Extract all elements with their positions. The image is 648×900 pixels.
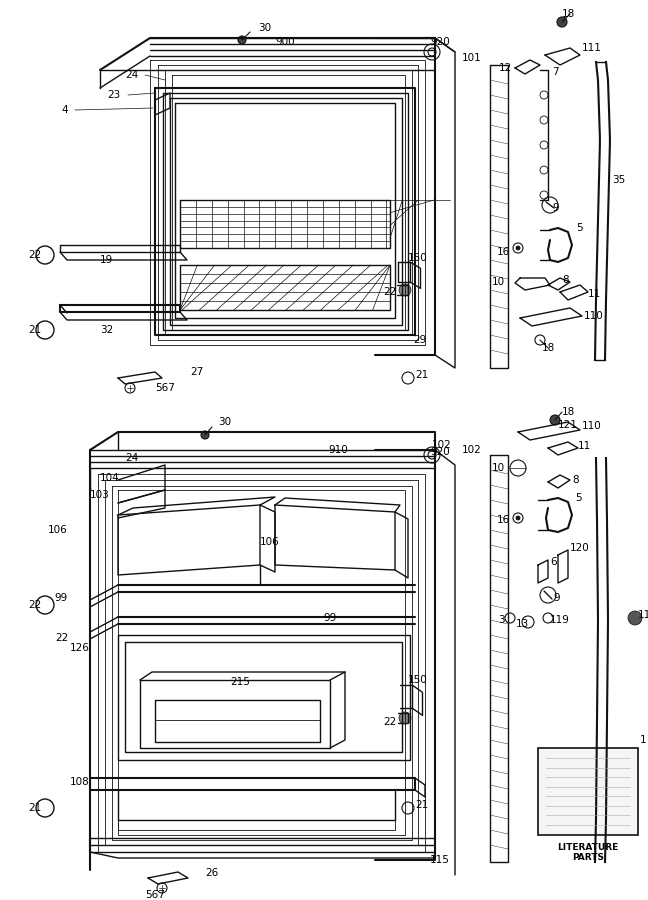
- Text: 108: 108: [70, 777, 90, 787]
- Circle shape: [201, 431, 209, 439]
- Text: 103: 103: [90, 490, 110, 500]
- Text: 99: 99: [54, 593, 68, 603]
- Text: 12: 12: [499, 63, 512, 73]
- Text: 110: 110: [582, 421, 602, 431]
- Text: 567: 567: [155, 383, 175, 393]
- Text: 5: 5: [575, 493, 582, 503]
- Text: 104: 104: [100, 473, 120, 483]
- Text: 115: 115: [430, 855, 450, 865]
- Text: 18: 18: [542, 343, 555, 353]
- Text: 3: 3: [498, 615, 505, 625]
- Text: 910: 910: [328, 445, 348, 455]
- Text: 30: 30: [218, 417, 231, 427]
- Text: 106: 106: [260, 537, 280, 547]
- Text: 102: 102: [462, 445, 482, 455]
- Text: 9: 9: [552, 203, 559, 213]
- Text: 27: 27: [190, 367, 203, 377]
- Text: 11: 11: [588, 289, 601, 299]
- Text: 16: 16: [497, 247, 510, 257]
- Text: 22: 22: [28, 600, 41, 610]
- Text: 99: 99: [323, 613, 336, 623]
- Text: 7: 7: [552, 67, 559, 77]
- Text: 567: 567: [145, 890, 165, 900]
- Text: 150: 150: [408, 253, 428, 263]
- Circle shape: [557, 17, 567, 27]
- Text: 106: 106: [48, 525, 68, 535]
- Circle shape: [516, 516, 520, 520]
- Text: 26: 26: [205, 868, 218, 878]
- Text: 1: 1: [640, 735, 647, 745]
- Text: 150: 150: [408, 675, 428, 685]
- Text: 23: 23: [107, 90, 120, 100]
- Circle shape: [516, 246, 520, 250]
- Bar: [538, 748, 638, 835]
- Circle shape: [628, 611, 642, 625]
- Text: 35: 35: [612, 175, 625, 185]
- Text: 30: 30: [259, 23, 272, 33]
- Text: 21: 21: [415, 370, 428, 380]
- Text: 18: 18: [562, 9, 575, 19]
- Text: LITERATURE: LITERATURE: [557, 842, 619, 851]
- Text: 21: 21: [415, 800, 428, 810]
- Text: 119: 119: [550, 615, 570, 625]
- Text: 32: 32: [100, 325, 113, 335]
- Text: 5: 5: [576, 223, 583, 233]
- Text: 4: 4: [62, 105, 68, 115]
- Text: 29: 29: [413, 335, 426, 345]
- Text: 120: 120: [570, 543, 590, 553]
- Text: 126: 126: [70, 643, 90, 653]
- Text: 215: 215: [230, 677, 250, 687]
- Text: 21: 21: [28, 803, 41, 813]
- Text: 110: 110: [584, 311, 604, 321]
- Text: 102: 102: [432, 440, 452, 450]
- Text: 18: 18: [562, 407, 575, 417]
- Text: 24: 24: [125, 453, 138, 463]
- Text: 22: 22: [384, 717, 397, 727]
- Text: 22: 22: [54, 633, 68, 643]
- Text: 10: 10: [492, 277, 505, 287]
- Text: PARTS: PARTS: [572, 852, 604, 861]
- Text: 21: 21: [28, 325, 41, 335]
- Text: 8: 8: [572, 475, 579, 485]
- Circle shape: [238, 36, 246, 44]
- Text: 22: 22: [384, 287, 397, 297]
- Text: 19: 19: [100, 255, 113, 265]
- Text: 24: 24: [125, 70, 138, 80]
- Circle shape: [399, 712, 411, 724]
- Circle shape: [399, 284, 411, 296]
- Text: 900: 900: [275, 37, 295, 47]
- Text: 6: 6: [550, 557, 557, 567]
- Text: 9: 9: [553, 593, 560, 603]
- Circle shape: [550, 415, 560, 425]
- Text: 920: 920: [430, 447, 450, 457]
- Text: 920: 920: [430, 37, 450, 47]
- Text: 112: 112: [638, 610, 648, 620]
- Text: 13: 13: [515, 619, 529, 629]
- Text: 111: 111: [582, 43, 602, 53]
- Text: 16: 16: [497, 515, 510, 525]
- Text: 22: 22: [28, 250, 41, 260]
- Text: 101: 101: [462, 53, 482, 63]
- Text: 11: 11: [578, 441, 591, 451]
- Text: 8: 8: [562, 275, 569, 285]
- Text: 121: 121: [558, 420, 578, 430]
- Text: 10: 10: [492, 463, 505, 473]
